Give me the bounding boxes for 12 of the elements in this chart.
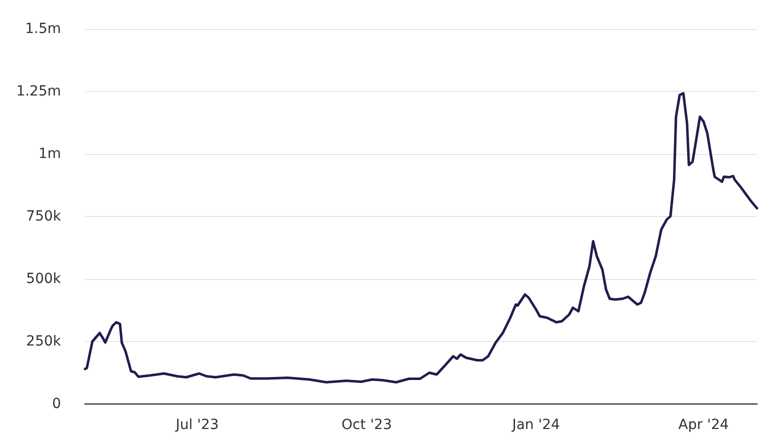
x-tick-label: Jan '24 bbox=[511, 417, 560, 433]
x-tick-label: Jul '23 bbox=[174, 417, 219, 433]
x-tick-label: Apr '24 bbox=[678, 417, 729, 433]
y-tick-label: 1.5m bbox=[25, 21, 61, 37]
y-tick-label: 750k bbox=[26, 208, 62, 224]
y-tick-label: 500k bbox=[26, 271, 62, 287]
y-tick-label: 1.25m bbox=[16, 84, 61, 100]
y-tick-label: 0 bbox=[52, 396, 61, 412]
line-series bbox=[84, 92, 758, 384]
y-tick-label: 1m bbox=[38, 146, 61, 162]
x-tick-label: Oct '23 bbox=[342, 417, 392, 433]
y-tick-label: 250k bbox=[26, 334, 62, 350]
